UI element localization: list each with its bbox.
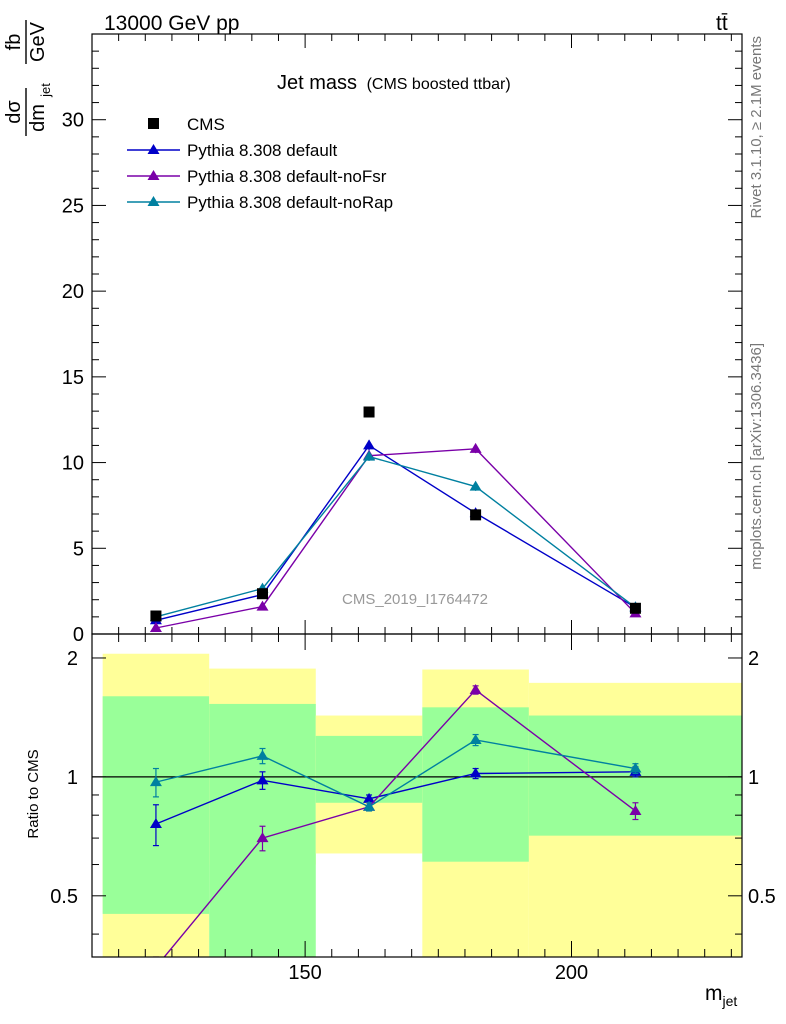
ylabel-numerator: dσ [3, 100, 25, 124]
rivet-version-label: Rivet 3.1.10, ≥ 2.1M events [748, 36, 765, 219]
ratio-point-pythia-8-308-default-norap [363, 800, 376, 811]
ratio-point-pythia-8-308-default-norap [629, 762, 642, 773]
legend-entry-nofsr: Pythia 8.308 default-noFsr [127, 167, 387, 186]
ratio-point-pythia-8-308-default [149, 817, 162, 828]
legend-entry-default: Pythia 8.308 default [127, 141, 338, 160]
main-y-tick-label: 25 [62, 195, 84, 217]
chart-title: Jet mass (CMS boosted ttbar) [277, 72, 511, 94]
ylabel-unit-denominator: GeV [27, 21, 49, 62]
main-y-tick-label: 30 [62, 110, 84, 132]
point-pythia-8-308-default-norap [363, 450, 376, 461]
main-panel: 0 5 10 15 20 25 30 dσ dm jet fb GeV Jet mass (… [3, 20, 743, 646]
legend-marker-default [147, 144, 160, 154]
ratio-y-tick-label-right: 0.5 [748, 886, 776, 908]
energy-label: 13000 GeV pp [104, 12, 239, 35]
ratio-point-pythia-8-308-default-nofsr [469, 683, 482, 694]
ratio-point-pythia-8-308-default [363, 792, 376, 803]
main-y-tick-label: 10 [62, 453, 84, 475]
ratio-y-tick-label: 2 [67, 648, 78, 670]
ratio-point-pythia-8-308-default [469, 767, 482, 778]
legend: CMS Pythia 8.308 default Pythia 8.308 de… [127, 115, 393, 212]
ylabel-unit-numerator: fb [3, 34, 25, 51]
ratio-point-pythia-8-308-default-nofsr [256, 832, 269, 843]
ratio-y-tick-label: 0.5 [50, 886, 78, 908]
uncertainty-bands [92, 653, 742, 957]
point-pythia-8-308-default-norap [469, 480, 482, 491]
x-axis-label: mjet [705, 982, 737, 1009]
point-pythia-8-308-default [363, 439, 376, 450]
x-tick-label: 200 [555, 962, 588, 984]
point-cms [256, 588, 268, 600]
main-y-tick-label: 20 [62, 281, 84, 303]
point-cms [363, 406, 375, 418]
ratio-y-tick-label-right: 1 [748, 767, 759, 789]
point-cms [629, 602, 641, 614]
main-y-tick-label: 15 [62, 367, 84, 389]
ylabel-denominator: dm [27, 104, 49, 132]
ratio-y-tick-label: 1 [67, 767, 78, 789]
band-green [315, 735, 423, 803]
main-y-tick-label: 0 [73, 624, 84, 646]
main-series-marks [149, 406, 642, 632]
ratio-axes: 0.5 0.5 1 1 2 2 150 200 [50, 634, 776, 984]
x-tick-label: 150 [288, 962, 321, 984]
ratio-y-axis-label: Ratio to CMS [25, 749, 42, 838]
point-pythia-8-308-default-nofsr [256, 600, 269, 611]
legend-label-norap: Pythia 8.308 default-noRap [187, 193, 393, 212]
ratio-panel: 0.5 0.5 1 1 2 2 150 200 Ratio to CMS mjet [25, 633, 776, 1009]
ratio-y-tick-label-right: 2 [748, 648, 759, 670]
legend-marker-norap [147, 196, 160, 206]
chart-title-main: Jet mass [277, 72, 357, 94]
ratio-point-pythia-8-308-default-norap [469, 733, 482, 744]
main-y-axis-label: dσ dm jet fb GeV [3, 20, 53, 136]
legend-label-cms: CMS [187, 115, 225, 134]
ratio-point-pythia-8-308-default [256, 774, 269, 785]
legend-marker-cms [148, 118, 159, 129]
point-cms [470, 509, 482, 521]
main-y-tick-label: 5 [73, 538, 84, 560]
ratio-series-marks [149, 683, 642, 971]
ratio-point-pythia-8-308-default-norap [149, 776, 162, 787]
legend-entry-norap: Pythia 8.308 default-noRap [127, 193, 393, 212]
ylabel-denominator-sub: jet [38, 83, 53, 98]
ratio-point-pythia-8-308-default-nofsr [150, 961, 162, 971]
ratio-point-pythia-8-308-default-nofsr [629, 804, 642, 815]
mcplots-label: mcplots.cern.ch [arXiv:1306.3436] [748, 343, 765, 570]
ratio-point-pythia-8-308-default-norap [256, 749, 269, 760]
point-cms [150, 610, 162, 622]
point-pythia-8-308-default-nofsr [149, 622, 162, 632]
band-green [422, 707, 529, 862]
main-y-axis: 0 5 10 15 20 25 30 [62, 33, 742, 646]
legend-label-nofsr: Pythia 8.308 default-noFsr [187, 167, 387, 186]
legend-entry-cms: CMS [148, 115, 225, 134]
analysis-watermark: CMS_2019_I1764472 [342, 591, 488, 608]
process-label: tt̄ [716, 12, 728, 35]
ratio-plot-frame [91, 633, 743, 958]
point-pythia-8-308-default-nofsr [469, 442, 482, 453]
legend-marker-nofsr [147, 170, 160, 180]
chart-title-sub: (CMS boosted ttbar) [367, 76, 511, 93]
legend-label-default: Pythia 8.308 default [187, 141, 338, 160]
